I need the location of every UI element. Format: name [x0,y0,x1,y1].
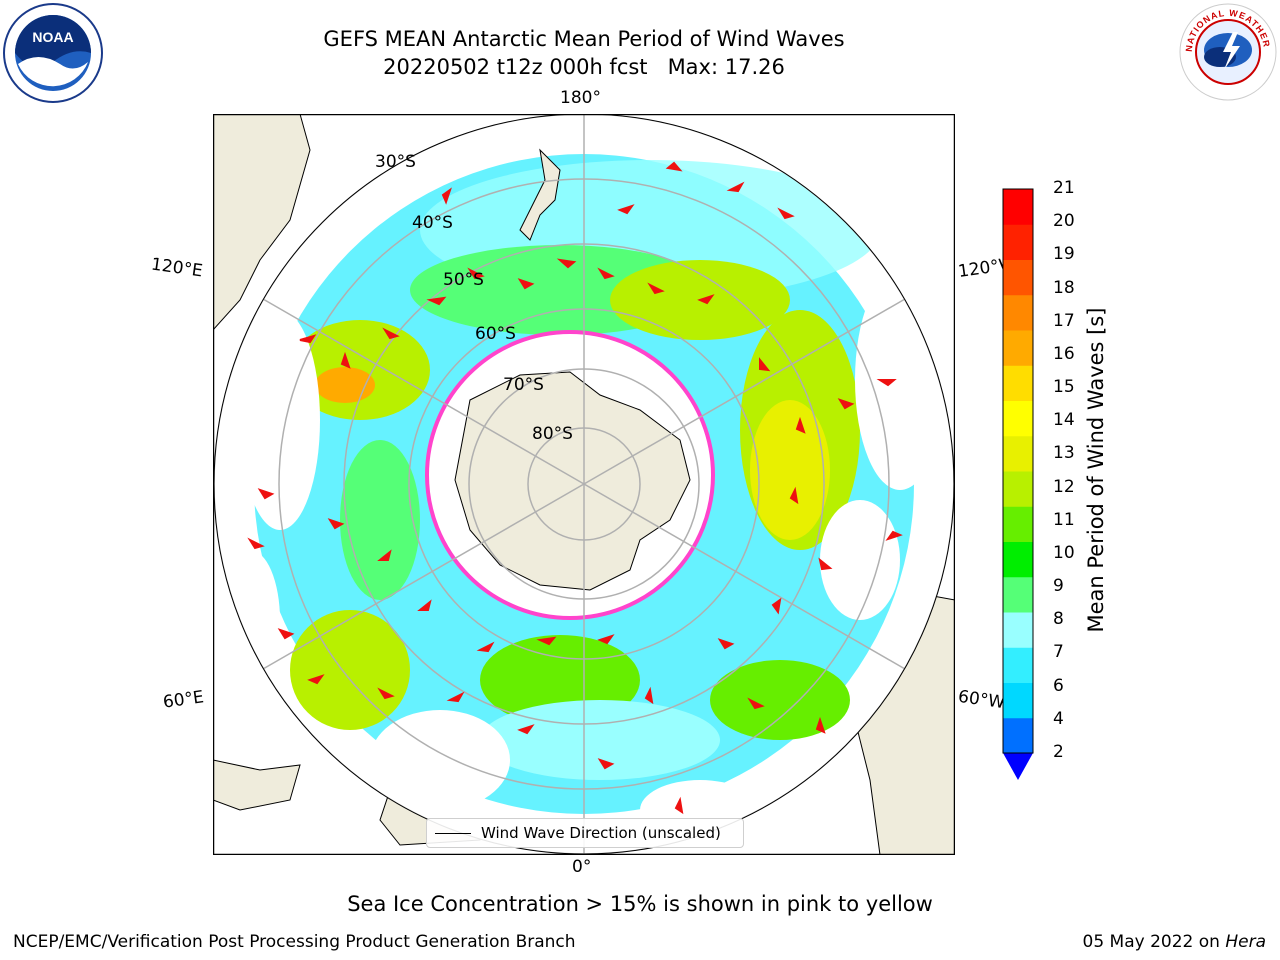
map-meridians [262,114,906,854]
colorbar-tick-label: 18 [1053,277,1075,298]
colorbar-segment [1003,717,1033,754]
lat-label-30s: 30°S [375,152,416,172]
colorbar-tick-label: 2 [1053,742,1064,762]
colorbar-tick-label: 13 [1053,443,1075,464]
colorbar-segment [1003,682,1033,719]
colorbar-segment [1003,400,1033,437]
colorbar [1002,188,1034,780]
colorbar-tick-label: 10 [1053,542,1075,563]
lon-label-120e: 120°E [149,254,204,282]
colorbar-tick-label: 21 [1053,178,1075,198]
colorbar-tick-label: 19 [1053,244,1075,265]
africa-land [213,759,301,811]
colorbar-segment [1003,647,1033,683]
map-subtitle: 20220502 t12z 000h fcst Max: 17.26 [383,55,785,79]
australia-land [213,114,311,331]
colorbar-label: Mean Period of Wind Waves [s] [1084,307,1108,633]
colorbar-tick-label: 12 [1053,476,1075,497]
colorbar-segment [1003,330,1033,366]
colorbar-tick-label: 16 [1053,343,1075,364]
noaa-logo: NOAA [3,3,103,103]
map-legend: Wind Wave Direction (unscaled) [426,818,744,848]
colorbar-segment [1003,435,1033,472]
lon-label-60w: 60°W [956,686,1007,714]
colorbar-tick-label: 17 [1053,310,1075,331]
colorbar-tick-label: 14 [1053,410,1075,431]
colorbar-tick-label: 6 [1053,675,1064,696]
lat-label-70s: 70°S [503,375,544,395]
colorbar-segment [1003,259,1033,296]
colorbar-segment [1003,612,1033,648]
lon-label-60e: 60°E [161,687,206,713]
map-title: GEFS MEAN Antarctic Mean Period of Wind … [323,27,845,51]
colorbar-segment [1003,294,1033,331]
antarctica-land [454,371,691,591]
colorbar-tick-label: 8 [1053,609,1064,630]
colorbar-segment [1003,506,1033,542]
colorbar-tick-label: 15 [1053,377,1075,398]
map-frame [213,114,955,855]
colorbar-segment [1003,189,1033,225]
colorbar-segment [1003,541,1033,578]
sea-ice-caption: Sea Ice Concentration > 15% is shown in … [347,892,933,916]
footer-date-text: 05 May 2022 on [1082,932,1220,952]
colorbar-tick-label: 4 [1053,708,1064,729]
legend-label: Wind Wave Direction (unscaled) [481,824,721,842]
noaa-logo-text: NOAA [32,29,73,45]
wind-wave-arrows [247,161,903,815]
lat-label-80s: 80°S [532,424,573,444]
map-panel [213,114,955,855]
colorbar-segment [1003,471,1033,507]
colorbar-extend-triangle [1003,753,1033,780]
colorbar-tick-label: 11 [1053,509,1075,530]
footer-date: 05 May 2022 on Hera [1083,932,1267,952]
colorbar-segment [1003,224,1033,260]
footer-host: Hera [1225,932,1266,952]
nws-logo: NATIONAL WEATHER SERVICE [1178,2,1277,101]
lat-label-60s: 60°S [475,324,516,344]
lat-label-50s: 50°S [443,270,484,290]
colorbar-tick-label: 20 [1053,211,1075,232]
colorbar-segment [1003,365,1033,401]
colorbar-segment [1003,576,1033,613]
legend-line-swatch [435,832,471,834]
lon-label-180: 180° [560,88,601,108]
colorbar-tick-label: 9 [1053,576,1064,597]
lat-label-40s: 40°S [412,213,453,233]
lon-label-0: 0° [572,857,592,877]
footer-branch: NCEP/EMC/Verification Post Processing Pr… [13,932,576,952]
colorbar-tick-label: 7 [1053,642,1064,663]
